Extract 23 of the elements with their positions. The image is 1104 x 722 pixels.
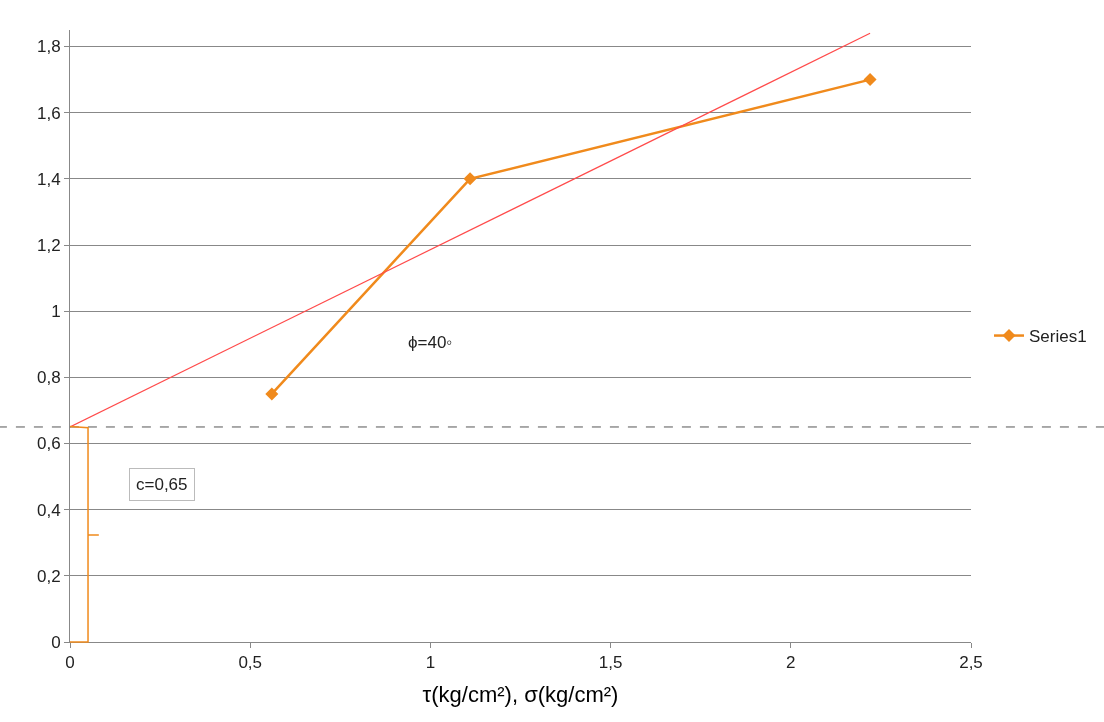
y-tick-label: 1: [51, 302, 61, 322]
y-tick-label: 1,6: [36, 103, 61, 123]
point: [863, 73, 877, 87]
y-tick-label: 0,8: [36, 368, 61, 388]
x-tick-label: 2: [786, 653, 796, 673]
x-tick-label: 0: [65, 653, 75, 673]
point: [265, 387, 279, 401]
y-tick-label: 0,6: [36, 434, 61, 454]
x-tick-label: 1: [425, 653, 436, 673]
y-tick-label: 0,2: [36, 566, 61, 586]
point: [463, 172, 477, 186]
x-tick-label: 0,5: [238, 653, 263, 673]
y-tick-label: 1,2: [36, 235, 61, 255]
y-tick-label: 1,8: [36, 37, 61, 57]
y-tick-label: 0,4: [36, 500, 61, 520]
annotation: c=0,65: [136, 475, 188, 494]
annotation: ϕ=40◦: [408, 333, 453, 352]
x-tick-label: 2,5: [959, 653, 983, 673]
y-tick-label: 0: [51, 632, 61, 652]
x-tick-label: 1,5: [598, 653, 623, 673]
y-tick-label: 1,4: [36, 169, 61, 189]
legend-label: Series1: [1029, 327, 1087, 347]
x-axis-title: τ(kg/cm²), σ(kg/cm²): [422, 682, 619, 708]
